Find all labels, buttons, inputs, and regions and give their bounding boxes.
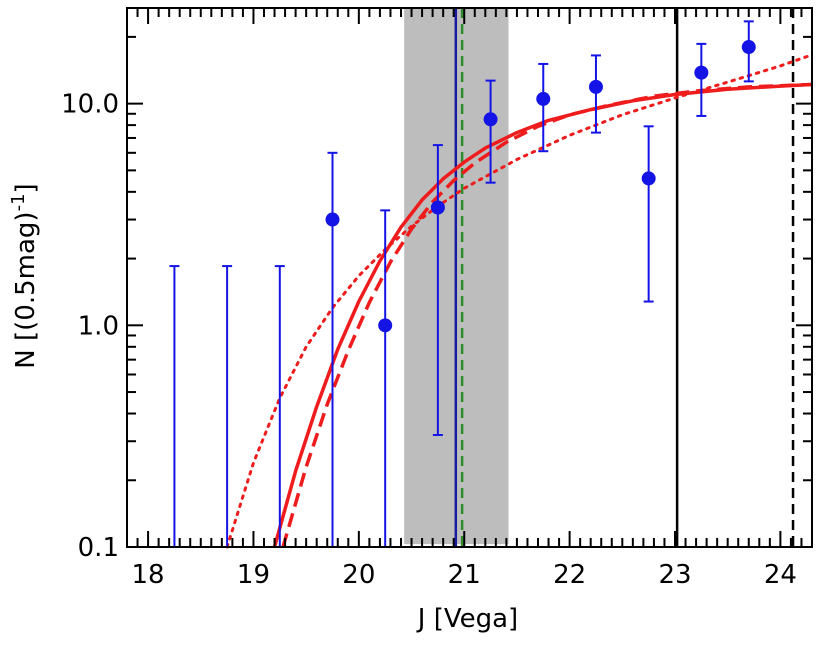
x-tick-label: 22 (553, 560, 586, 590)
data-point (741, 40, 756, 55)
data-point (430, 200, 445, 215)
data-points-layer (169, 20, 756, 547)
data-point (536, 91, 551, 106)
y-axis-title-superscript: -1 (8, 193, 29, 211)
model-curve-dashed (281, 82, 813, 548)
x-tick-label: 24 (764, 560, 797, 590)
y-tick-label: 0.1 (78, 533, 119, 563)
model-curve-dotted (225, 53, 814, 549)
y-axis-title: N [(0.5mag)-1] (8, 183, 41, 368)
data-point (325, 212, 340, 227)
y-axis-title-close: ] (11, 183, 41, 193)
model-curve-solid (272, 82, 813, 548)
x-tick-label: 19 (237, 560, 270, 590)
x-axis-title: J [Vega] (416, 604, 518, 634)
y-tick-label: 10.0 (61, 90, 119, 120)
y-tick-label: 1.0 (78, 311, 119, 341)
model-curves-layer (225, 53, 814, 549)
x-tick-label: 23 (658, 560, 691, 590)
x-tick-label: 18 (132, 560, 165, 590)
x-tick-label: 20 (342, 560, 375, 590)
data-point (483, 112, 498, 127)
data-point (588, 79, 603, 94)
tick-labels-layer: 18 19 20 21 22 23 24 0.1 1.0 10.0 (61, 90, 797, 590)
y-axis-title-main: N [(0.5mag) (11, 211, 41, 368)
data-point (641, 171, 656, 186)
vertical-lines-layer (454, 8, 795, 547)
ticks-layer (126, 8, 813, 548)
x-tick-label: 21 (448, 560, 481, 590)
data-point (694, 65, 709, 80)
plot-frame (126, 7, 813, 548)
data-point (378, 318, 393, 333)
